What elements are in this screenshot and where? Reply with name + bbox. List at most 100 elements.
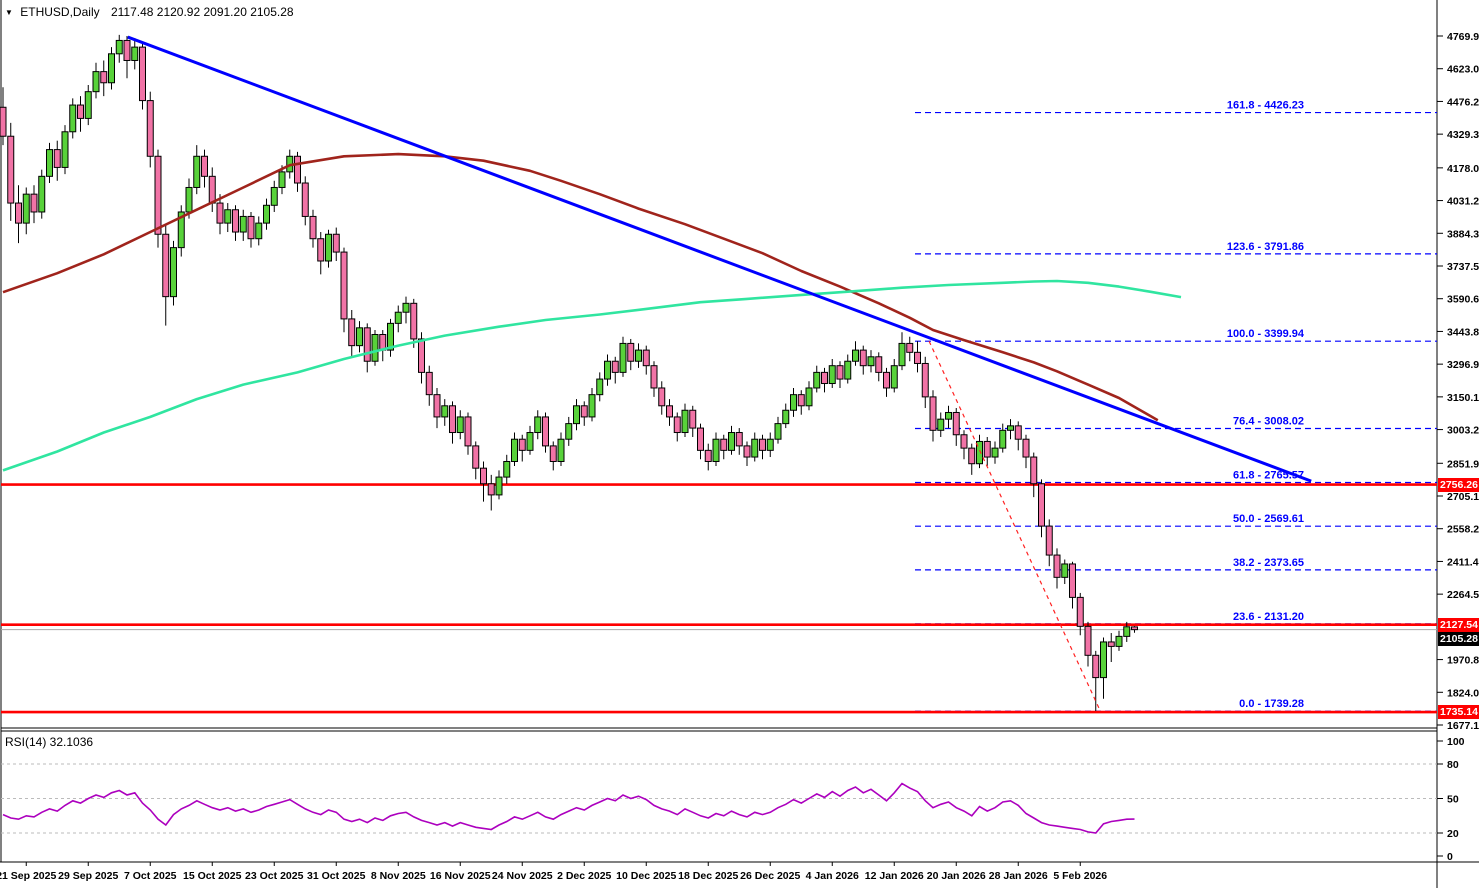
rsi-axis-label: 80 <box>1447 759 1459 771</box>
candle <box>689 405 697 437</box>
fib-level-label: 38.2 - 2373.65 <box>1233 557 1304 569</box>
rsi-axis-label: 0 <box>1447 851 1453 863</box>
candle <box>340 247 348 333</box>
candle <box>139 42 146 110</box>
collapse-triangle-icon[interactable]: ▼ <box>5 8 13 17</box>
descending-trendline[interactable] <box>127 35 1312 483</box>
candle <box>952 408 960 446</box>
candle <box>1069 561 1076 609</box>
candle <box>914 341 921 373</box>
candle <box>30 185 38 224</box>
candle <box>503 454 511 484</box>
candle <box>84 84 92 126</box>
candle <box>325 229 332 268</box>
candle <box>239 209 247 241</box>
price-axis: 4769.90 4623.05 4476.20 4329.35 4178.05 4031.… <box>1437 31 1479 732</box>
candle <box>1022 434 1030 469</box>
candle <box>464 412 472 455</box>
date-axis-label: 31 Oct 2025 <box>307 870 366 882</box>
price-axis-label: 1970.85 <box>1447 655 1479 667</box>
candle <box>635 343 642 368</box>
candle <box>813 365 821 393</box>
candle <box>301 176 309 226</box>
candle <box>38 169 46 219</box>
fib-level-label: 61.8 - 2765.57 <box>1233 470 1304 482</box>
price-axis-label: 3590.65 <box>1447 294 1479 306</box>
candle <box>394 305 402 333</box>
candle <box>348 309 356 357</box>
price-axis-label: 4031.20 <box>1447 196 1479 208</box>
candle <box>61 125 69 175</box>
date-axis-label: 23 Oct 2025 <box>245 870 304 882</box>
date-axis-label: 10 Dec 2025 <box>616 870 676 882</box>
price-axis-label: 4769.90 <box>1447 31 1479 43</box>
candle <box>1100 637 1107 699</box>
rsi-axis-label: 50 <box>1447 794 1459 806</box>
date-axis-label: 18 Dec 2025 <box>678 870 738 882</box>
fibonacci-retracement-lines <box>915 111 1437 712</box>
date-axis-label: 16 Nov 2025 <box>430 870 491 882</box>
candle <box>92 62 100 99</box>
candle <box>906 336 914 362</box>
price-axis-label: 4476.20 <box>1447 96 1479 108</box>
candle <box>77 96 84 132</box>
candle <box>1084 621 1092 667</box>
date-axis-label: 15 Oct 2025 <box>183 870 242 882</box>
candle <box>456 410 464 440</box>
candle <box>976 434 983 469</box>
candle <box>1076 592 1084 636</box>
candle <box>728 425 735 455</box>
ma-teal-line <box>2 279 1182 472</box>
candle <box>604 354 611 386</box>
candle <box>317 232 325 275</box>
date-axis-label: 8 Nov 2025 <box>371 870 426 882</box>
candle <box>425 365 433 406</box>
candle <box>596 372 604 402</box>
rsi-pane: 100 80 50 20 0 <box>1 736 1465 863</box>
candle <box>379 330 387 362</box>
fib-level-label: 76.4 - 3008.02 <box>1233 416 1304 428</box>
candle <box>588 387 596 422</box>
candle <box>650 361 658 397</box>
candle <box>983 436 991 466</box>
candle <box>534 410 542 440</box>
candle <box>681 403 689 437</box>
chart-title-overlay: ▼ ETHUSD,Daily 2117.48 2120.92 2091.20 2… <box>5 5 294 19</box>
candle <box>859 345 867 375</box>
candle <box>472 441 480 480</box>
candle <box>1038 479 1045 538</box>
date-axis-label: 21 Sep 2025 <box>0 870 56 882</box>
candle <box>185 178 193 219</box>
candle <box>15 185 22 244</box>
price-axis-label: 2264.55 <box>1447 589 1479 601</box>
fib-level-label: 0.0 - 1739.28 <box>1239 698 1304 710</box>
price-level-box-1735: 1735.14 <box>1438 705 1479 719</box>
date-axis-label: 12 Jan 2026 <box>865 870 924 882</box>
candle <box>929 390 937 442</box>
candle <box>945 405 952 429</box>
price-axis-label: 4178.05 <box>1447 163 1479 175</box>
candle <box>828 359 836 388</box>
candle <box>898 332 906 371</box>
candle <box>875 352 883 382</box>
candle <box>1131 626 1138 633</box>
ma-maroon-line <box>2 152 1159 422</box>
candle <box>255 216 263 246</box>
candle <box>108 47 115 90</box>
date-axis-label: 4 Jan 2026 <box>806 870 859 882</box>
price-axis-label: 2558.25 <box>1447 524 1479 536</box>
candle <box>960 430 968 460</box>
candle <box>100 60 108 97</box>
rsi-line <box>2 782 1135 834</box>
candle <box>402 296 410 324</box>
current-price-box: 2105.28 <box>1438 632 1479 646</box>
candle <box>673 412 681 442</box>
fibonacci-labels: 161.8 - 4426.23 123.6 - 3791.86 100.0 - 33… <box>1227 100 1305 711</box>
price-axis-label: 3737.50 <box>1447 261 1479 273</box>
candle <box>836 361 844 388</box>
date-axis-label: 29 Sep 2025 <box>58 870 118 882</box>
date-axis-label: 7 Oct 2025 <box>124 870 177 882</box>
candle <box>766 432 774 458</box>
